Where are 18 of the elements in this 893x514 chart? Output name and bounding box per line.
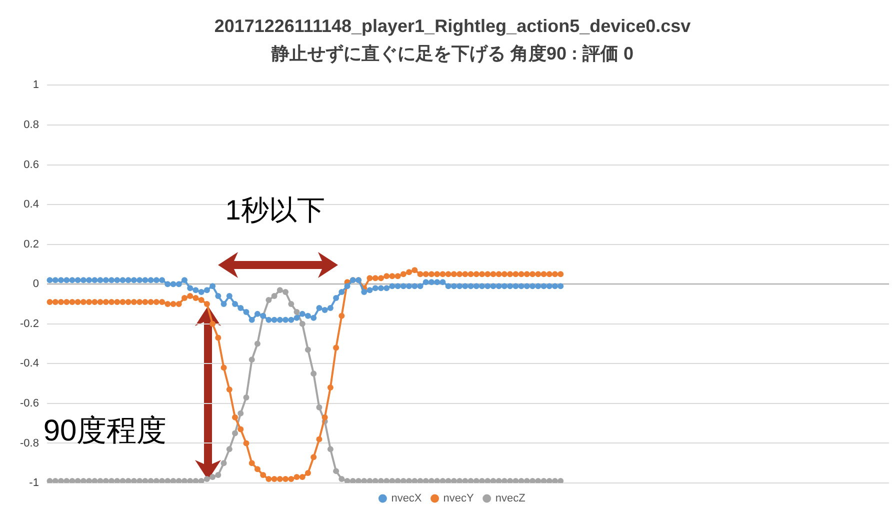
chart-title: 20171226111148_player1_Rightleg_action5_device0.csv <box>214 16 691 36</box>
y-tick-label: 1 <box>32 79 39 92</box>
y-tick-label: 0.4 <box>24 198 39 211</box>
y-tick-label: 0.8 <box>24 119 39 132</box>
y-tick-label: -0.8 <box>20 437 39 450</box>
y-tick-label: -0.6 <box>20 397 39 410</box>
y-tick-label: 0.6 <box>24 158 39 171</box>
y-tick-label: -0.4 <box>20 358 39 370</box>
chart-subtitle: 静止せずに直ぐに足を下げる 角度90 : 評価 0 <box>270 43 634 64</box>
legend-label: nvecY <box>443 492 475 505</box>
y-tick-label: -0.2 <box>20 318 39 330</box>
y-tick-label: 0.2 <box>24 238 39 250</box>
annotation: 1秒以下 <box>225 194 325 226</box>
legend-label: nvecZ <box>495 492 526 505</box>
annotation: 90度程度 <box>43 414 167 448</box>
y-tick-label: 0 <box>32 278 39 290</box>
legend-label: nvecX <box>391 492 422 505</box>
y-tick-label: -1 <box>29 477 39 490</box>
